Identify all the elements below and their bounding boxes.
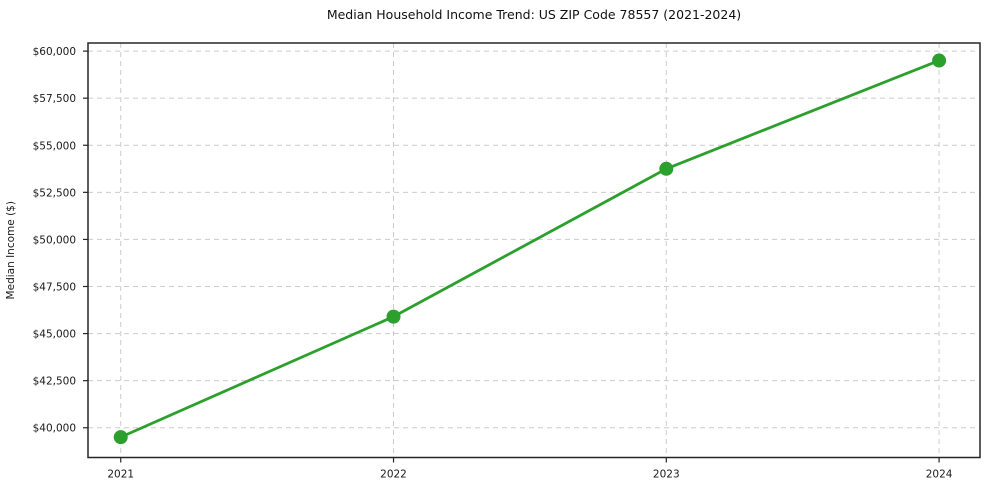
y-tick-label: $52,500 bbox=[33, 187, 76, 199]
y-axis-label: Median Income ($) bbox=[5, 201, 17, 299]
y-tick-label: $50,000 bbox=[33, 234, 76, 246]
data-point-2024 bbox=[932, 53, 947, 68]
data-point-2023 bbox=[659, 161, 674, 176]
y-tick-label: $60,000 bbox=[33, 46, 76, 58]
income-trend-line bbox=[119, 59, 941, 439]
y-tick-label: $47,500 bbox=[33, 282, 76, 294]
y-tick-label: $57,500 bbox=[33, 93, 76, 105]
x-tick-label: 2023 bbox=[653, 469, 680, 481]
data-point-2022 bbox=[386, 309, 401, 324]
x-tick-label: 2021 bbox=[107, 469, 134, 481]
plot-border bbox=[87, 42, 981, 459]
x-tick-label: 2024 bbox=[926, 469, 953, 481]
chart-title: Median Household Income Trend: US ZIP Co… bbox=[326, 7, 742, 22]
y-tick-label: $40,000 bbox=[33, 423, 76, 435]
y-tick-label: $42,500 bbox=[33, 376, 76, 388]
y-tick-label: $45,000 bbox=[33, 329, 76, 341]
y-tick-label: $55,000 bbox=[33, 140, 76, 152]
x-tick-label: 2022 bbox=[380, 469, 407, 481]
data-point-2021 bbox=[113, 430, 128, 445]
